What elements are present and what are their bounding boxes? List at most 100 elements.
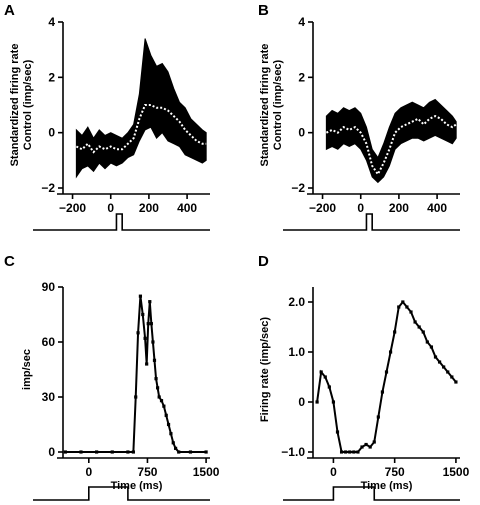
- y-tick-label: −1.0: [281, 445, 305, 459]
- y-axis-label: Standardized firing rate: [9, 44, 21, 167]
- series-line: [65, 296, 207, 453]
- data-point: [162, 404, 166, 408]
- data-point: [79, 450, 83, 454]
- series-line-mean: [75, 104, 207, 154]
- x-tick-label: 1500: [443, 465, 470, 479]
- data-point: [364, 442, 368, 447]
- data-point: [368, 445, 372, 449]
- data-point: [413, 320, 417, 324]
- y-tick-label: 0: [48, 126, 55, 140]
- data-point: [437, 360, 442, 364]
- data-point: [315, 400, 319, 404]
- data-point: [376, 415, 380, 419]
- y-tick-label: 4: [298, 15, 305, 29]
- y-axis-label: Standardized firing rate: [259, 44, 271, 167]
- stimulus-trace: [33, 213, 210, 231]
- data-point: [344, 450, 348, 454]
- x-tick-label: 400: [177, 201, 197, 215]
- y-axis-label: Control (imp/sec): [22, 59, 34, 150]
- data-point: [442, 365, 446, 369]
- data-point: [63, 450, 67, 454]
- data-point: [393, 330, 397, 334]
- data-point: [339, 450, 344, 454]
- x-tick-label: −200: [59, 201, 86, 215]
- x-tick-label: 0: [357, 201, 364, 215]
- x-tick-label: 200: [139, 201, 159, 215]
- chart-panel-a: A −2 0 2 4 −200 0 200 400 Standardized firing rat…: [4, 2, 210, 231]
- series-band: [325, 98, 457, 184]
- x-axis-label: Time (ms): [111, 480, 163, 492]
- data-point: [134, 395, 138, 399]
- data-point: [159, 399, 164, 403]
- data-point: [136, 331, 140, 335]
- data-point: [360, 445, 364, 449]
- data-point: [188, 450, 193, 454]
- data-point: [454, 380, 458, 384]
- data-point: [421, 330, 425, 334]
- panel-letter: B: [258, 2, 269, 19]
- data-point: [138, 294, 143, 298]
- data-point: [131, 450, 135, 454]
- series-line-mean: [325, 114, 457, 177]
- data-point: [151, 340, 155, 344]
- data-point: [146, 322, 150, 326]
- panel-letter: D: [258, 253, 269, 270]
- x-tick-label: 1500: [193, 465, 220, 479]
- y-tick-label: 2: [48, 70, 55, 84]
- chart-panel-d: D −1.0 0 1.0 2.0 0 750 1500 Time (ms) Firing rate…: [258, 253, 470, 501]
- data-point: [126, 450, 130, 454]
- y-tick-label: 0: [298, 395, 305, 409]
- data-point: [417, 325, 421, 329]
- series-band: [75, 38, 207, 179]
- data-point: [388, 350, 393, 354]
- data-point: [166, 422, 171, 427]
- x-tick-label: 400: [427, 201, 447, 215]
- chart-panel-c: C 0 30 60 90 0 750 1500 Time (ms) imp/sec: [4, 253, 220, 501]
- data-point: [154, 377, 158, 381]
- data-point: [319, 370, 323, 374]
- data-point: [401, 300, 405, 304]
- data-point: [372, 440, 376, 444]
- data-point: [384, 370, 389, 374]
- data-point: [145, 362, 149, 366]
- data-point: [204, 450, 208, 454]
- data-point: [164, 413, 168, 417]
- data-point: [95, 450, 99, 454]
- data-point: [450, 375, 454, 379]
- data-point: [335, 430, 340, 434]
- data-point: [348, 450, 352, 454]
- data-point: [446, 370, 450, 374]
- stimulus-trace: [283, 486, 460, 501]
- data-point: [157, 395, 161, 399]
- data-point: [380, 390, 385, 394]
- x-tick-label: 0: [330, 465, 337, 479]
- y-tick-label: 60: [42, 335, 56, 349]
- data-point: [152, 358, 157, 362]
- data-point: [173, 446, 178, 450]
- x-tick-label: 750: [385, 465, 405, 479]
- x-tick-label: 200: [389, 201, 409, 215]
- x-axis-label: Time (ms): [361, 480, 413, 492]
- data-point: [327, 385, 331, 389]
- data-point: [148, 300, 152, 304]
- data-point: [141, 312, 145, 317]
- data-point: [433, 355, 438, 359]
- y-axis-label: Firing rate (imp/sec): [259, 317, 271, 422]
- y-tick-label: 0: [48, 445, 55, 459]
- y-tick-label: 0: [298, 126, 305, 140]
- data-point: [110, 450, 114, 454]
- data-point: [149, 322, 153, 326]
- data-point: [143, 336, 147, 340]
- chart-panel-b: B −2 0 2 4 −200 0 200 400 Standardized firing rat…: [258, 2, 460, 231]
- y-tick-label: 2.0: [288, 295, 305, 309]
- y-axis-label: imp/sec: [21, 349, 33, 390]
- y-tick-label: 4: [48, 15, 55, 29]
- x-tick-label: 0: [107, 201, 114, 215]
- y-tick-label: 2: [298, 70, 305, 84]
- x-tick-label: −200: [309, 201, 336, 215]
- data-point: [156, 386, 160, 390]
- series-line: [316, 300, 457, 453]
- data-point: [356, 450, 360, 454]
- data-point: [169, 432, 173, 436]
